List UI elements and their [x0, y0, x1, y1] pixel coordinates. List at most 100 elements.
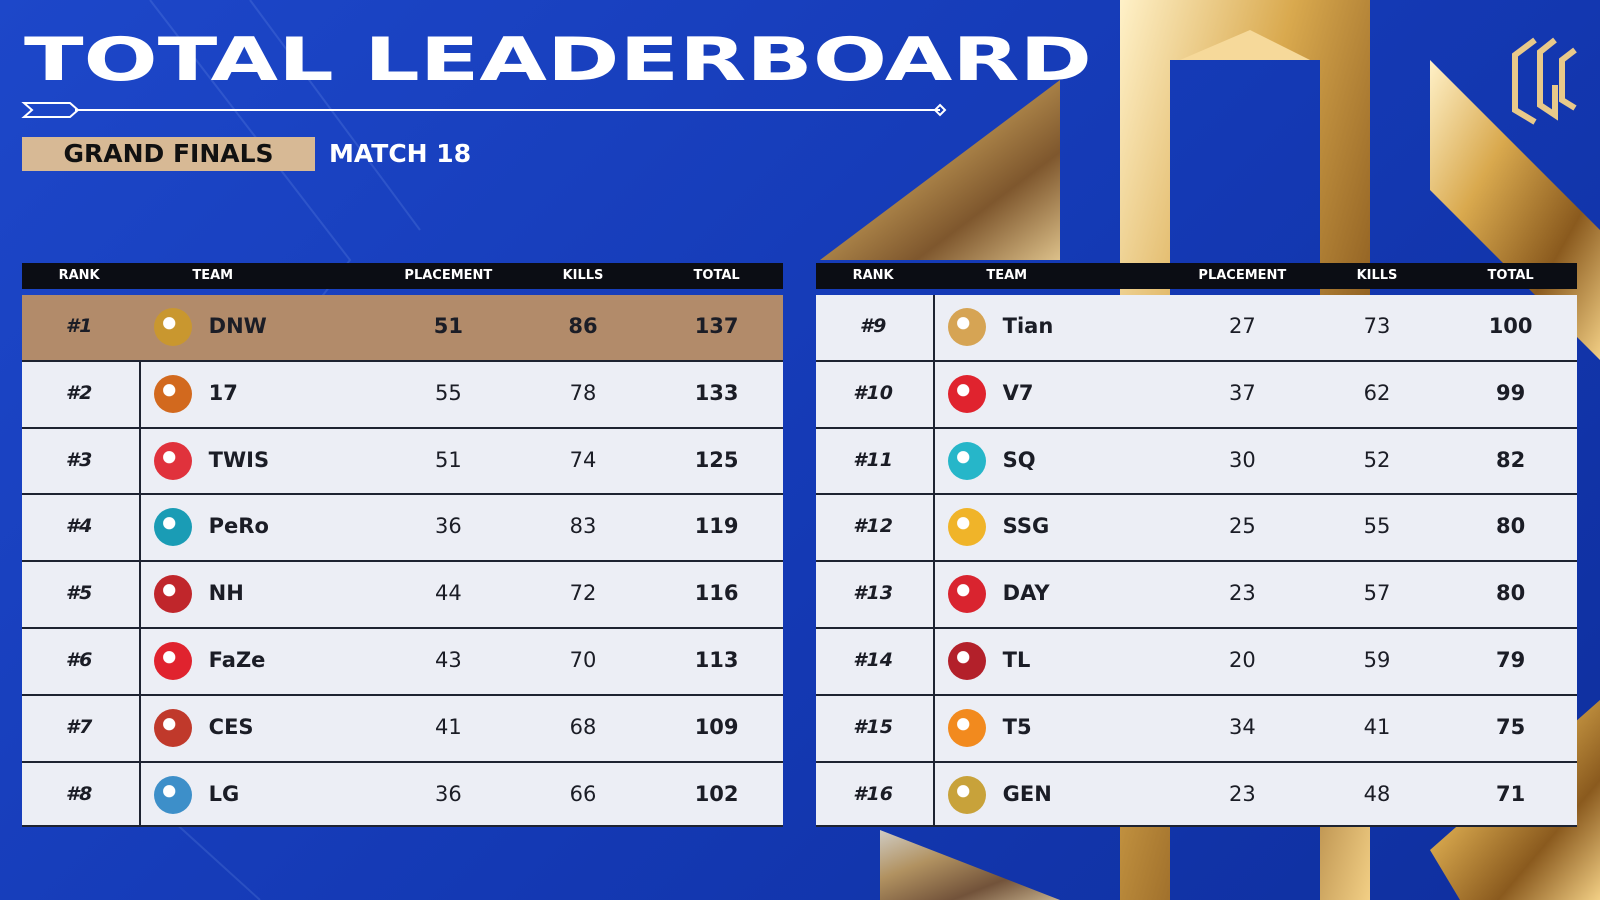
placement: 20 [1228, 648, 1256, 672]
team-logo [153, 441, 192, 480]
column-divider [139, 562, 142, 627]
column-divider [933, 428, 936, 494]
kills: 86 [568, 314, 598, 338]
team-logo [947, 374, 986, 413]
team-name: TWIS [208, 447, 270, 472]
placement: 30 [1228, 447, 1256, 472]
table-row: #16 GEN 23 48 71 [816, 762, 1577, 827]
team-logo [947, 775, 986, 814]
column-header: TEAM [192, 268, 234, 283]
table-row: #12 SSG 25 55 80 [816, 495, 1577, 563]
team-logo [947, 575, 986, 614]
team-name: DAY [1002, 581, 1050, 606]
total: 80 [1495, 581, 1526, 606]
placement: 44 [434, 581, 462, 606]
table-row: #7 CES 41 68 109 [22, 695, 783, 763]
column-divider [139, 495, 142, 561]
placement: 55 [434, 380, 462, 405]
total: 79 [1495, 648, 1526, 672]
total: 116 [694, 581, 739, 606]
placement: 43 [434, 648, 462, 672]
rank: #2 [65, 381, 93, 404]
total: 80 [1495, 514, 1526, 539]
team-name: 17 [208, 380, 238, 405]
rank: #13 [853, 582, 893, 605]
team-logo [153, 374, 192, 413]
column-divider [933, 295, 936, 360]
rank: #3 [65, 448, 93, 471]
column-header: TEAM [986, 268, 1028, 283]
team-name: FaZe [208, 648, 266, 672]
rank: #14 [853, 649, 893, 671]
kills: 59 [1363, 648, 1391, 672]
total: 113 [694, 648, 739, 672]
total: 82 [1495, 447, 1526, 472]
kills: 78 [569, 380, 597, 405]
rank: #1 [65, 315, 93, 337]
team-logo [947, 441, 986, 480]
team-name: Tian [1002, 314, 1054, 338]
rank: #5 [65, 582, 93, 605]
brand-logo [1512, 37, 1577, 125]
team-name: SSG [1002, 514, 1050, 539]
placement: 36 [434, 514, 462, 539]
table-row: #6 FaZe 43 70 113 [22, 629, 783, 696]
team-logo [947, 642, 986, 680]
column-header: RANK [58, 268, 100, 283]
team-name: TL [1002, 648, 1031, 672]
team-name: GEN [1002, 781, 1052, 806]
total: 109 [694, 714, 739, 739]
table-row: #11 SQ 30 52 82 [816, 428, 1577, 496]
rank: #4 [65, 515, 93, 538]
kills: 73 [1363, 314, 1391, 338]
kills: 41 [1363, 714, 1391, 739]
team-name: T5 [1002, 714, 1032, 739]
team-logo [153, 708, 192, 747]
kills: 83 [569, 514, 597, 539]
column-divider [933, 495, 936, 561]
team-name: LG [208, 781, 240, 806]
total: 102 [694, 781, 739, 806]
team-name: V7 [1002, 380, 1034, 405]
column-header: PLACEMENT [404, 268, 493, 283]
total: 71 [1495, 781, 1526, 806]
table-row: #10 V7 37 62 99 [816, 361, 1577, 429]
column-header: TOTAL [693, 268, 740, 283]
column-divider [933, 762, 936, 825]
column-divider [139, 428, 142, 494]
rank: #6 [65, 649, 93, 671]
team-name: CES [208, 714, 254, 739]
kills: 62 [1363, 380, 1391, 405]
match-label: MATCH 18 [329, 139, 472, 168]
table-row: #4 PeRo 36 83 119 [22, 495, 783, 563]
table-header: RANK TEAM PLACEMENT KILLS TOTAL [816, 263, 1577, 289]
team-logo [153, 508, 192, 547]
team-logo [153, 642, 192, 680]
page-title: TOTAL LEADERBOARD [24, 25, 1092, 95]
placement: 23 [1228, 781, 1256, 806]
column-header: KILLS [562, 268, 604, 283]
rank: #7 [65, 715, 93, 738]
kills: 48 [1363, 781, 1391, 806]
table-row: #13 DAY 23 57 80 [816, 562, 1577, 629]
column-header: RANK [852, 268, 894, 283]
placement: 51 [434, 447, 462, 472]
kills: 66 [569, 781, 597, 806]
team-name: SQ [1002, 447, 1036, 472]
team-logo [153, 575, 192, 614]
table-row: #1 DNW 51 86 137 [22, 295, 783, 362]
kills: 68 [569, 714, 597, 739]
kills: 72 [569, 581, 597, 606]
team-logo [947, 508, 986, 547]
column-divider [933, 629, 936, 694]
column-divider [139, 762, 142, 825]
total: 99 [1495, 380, 1526, 405]
total: 75 [1495, 714, 1526, 739]
placement: 36 [434, 781, 462, 806]
table-row: #9 Tian 27 73 100 [816, 295, 1577, 362]
table-row: #5 NH 44 72 116 [22, 562, 783, 629]
table-row: #3 TWIS 51 74 125 [22, 428, 783, 496]
placement: 37 [1228, 380, 1256, 405]
rank: #12 [853, 515, 893, 538]
